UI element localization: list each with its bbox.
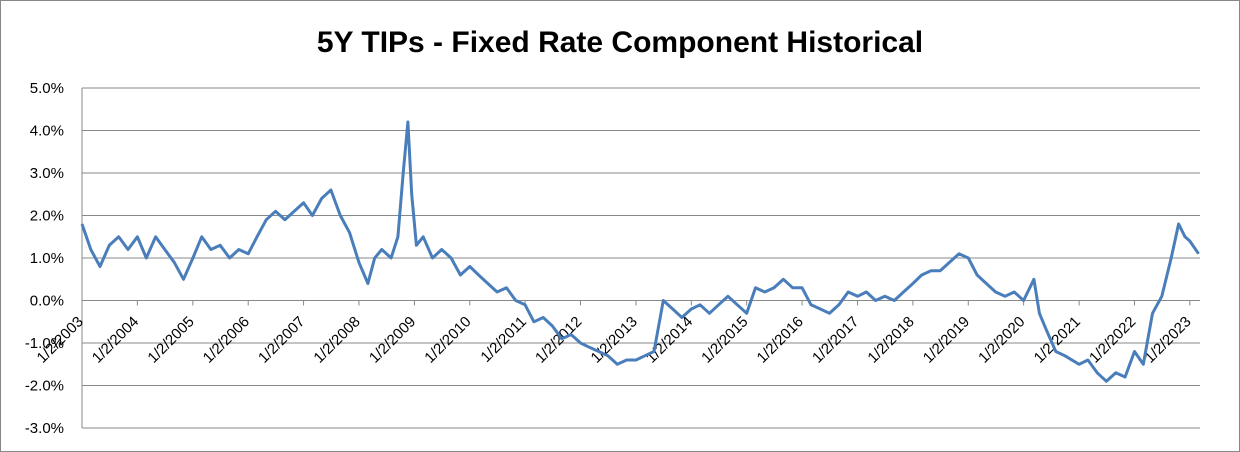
- y-tick-label: 5.0%: [30, 80, 64, 97]
- y-tick-label: 2.0%: [30, 208, 64, 225]
- y-tick-label: -3.0%: [25, 420, 64, 437]
- y-tick-label: -2.0%: [25, 378, 64, 395]
- y-tick-label: 4.0%: [30, 123, 64, 140]
- y-tick-label: 3.0%: [30, 165, 64, 182]
- y-tick-label: 1.0%: [30, 250, 64, 267]
- y-tick-label: -1.0%: [25, 335, 64, 352]
- y-tick-label: 0.0%: [30, 293, 64, 310]
- data-line: [80, 120, 1200, 383]
- chart-title: 5Y TIPs - Fixed Rate Component Historica…: [317, 26, 923, 59]
